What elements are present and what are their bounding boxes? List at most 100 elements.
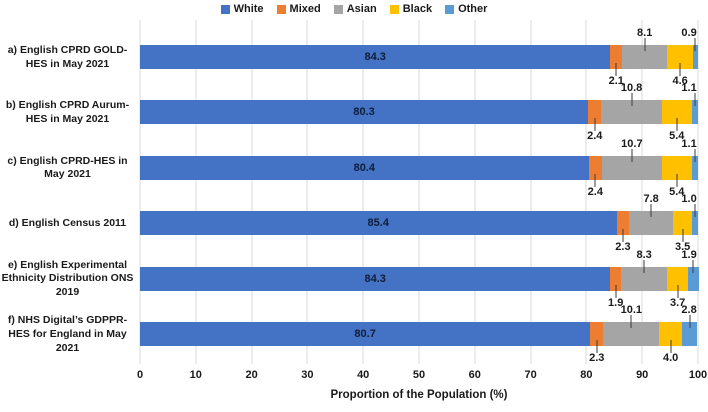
chart-row: f) NHS Digital’s GDPPR-HES for England i… [8, 304, 698, 364]
value-label: 2.1 [608, 75, 624, 87]
callout-line [615, 63, 617, 76]
bar-segment-mixed [588, 100, 602, 125]
x-tick-label: 30 [301, 369, 314, 381]
x-axis-title: Proportion of the Population (%) [330, 389, 508, 401]
value-label: 80.7 [354, 328, 376, 340]
value-label: 2.3 [615, 241, 631, 254]
legend-label: Mixed [289, 3, 321, 15]
value-label: 5.4 [669, 130, 685, 143]
value-label: 10.1 [620, 304, 643, 316]
callout-line [670, 340, 672, 353]
bar-segment-other [691, 100, 698, 125]
callout-line [594, 173, 596, 187]
gridline [251, 20, 253, 364]
bar-segment-other [692, 45, 698, 69]
value-label: 2.4 [587, 130, 603, 143]
category-label: b) English CPRD Aurum-HES in May 2021 [5, 99, 130, 126]
bar-segment-black [667, 266, 688, 291]
gridline [697, 20, 699, 364]
bar-track: 84.3 1.9 8.3 3.7 1.9 [140, 249, 699, 309]
x-tick-label: 20 [245, 369, 258, 381]
gridline [306, 20, 308, 364]
callout-line [630, 315, 632, 328]
bar-segment-white [140, 45, 611, 69]
callout-line [594, 118, 596, 132]
gridline [474, 20, 476, 364]
x-axis-ticks: 0 10 20 30 40 50 60 70 80 90 100 [136, 369, 707, 383]
legend-item: Black [389, 3, 433, 15]
x-tick-label: 90 [636, 369, 649, 381]
plot-area: a) English CPRD GOLD-HES in May 2021 84.3… [2, 20, 699, 364]
category-label: d) English Census 2011 [8, 217, 127, 230]
callout-line [631, 93, 633, 107]
legend-label: Asian [346, 3, 377, 15]
legend-label: Black [402, 3, 433, 15]
bar-segment-other [681, 322, 698, 346]
value-label: 5.4 [669, 185, 685, 198]
bar-segment-mixed [610, 266, 621, 291]
gridline [362, 20, 364, 364]
category-label: c) English CPRD-HES in May 2021 [7, 154, 128, 181]
callout-line [694, 93, 696, 107]
callout-line [679, 63, 681, 76]
legend-swatch-mixed-icon [276, 4, 286, 14]
legend-item: Asian [333, 3, 377, 15]
chart-row: c) English CPRD-HES in May 2021 80.4 2.4 10… [7, 138, 698, 198]
value-label: 10.7 [621, 137, 643, 150]
chart-row: e) English Experimental Ethnicity Distri… [2, 249, 699, 309]
callout-line [689, 315, 691, 328]
value-label: 1.1 [681, 137, 697, 150]
callout-line [644, 38, 646, 51]
value-label: 10.8 [620, 82, 643, 95]
x-tick-label: 0 [136, 369, 144, 381]
callout-line [694, 204, 696, 218]
gridline [195, 20, 197, 364]
x-tick-label: 70 [524, 369, 537, 381]
value-label: 7.8 [643, 193, 659, 206]
gridline [418, 20, 420, 364]
value-label: 4.0 [663, 352, 679, 364]
value-label: 2.4 [587, 185, 603, 198]
callout-line [692, 259, 694, 273]
callout-line [596, 340, 598, 353]
bar-segment-other [692, 211, 698, 236]
legend-label: Other [458, 3, 488, 15]
x-tick-label: 100 [688, 369, 708, 381]
value-label: 3.5 [674, 241, 691, 254]
value-label: 84.3 [364, 272, 386, 285]
bar-track: 80.4 2.4 10.7 5.4 1.1 [140, 138, 698, 198]
category-label: f) NHS Digital’s GDPPR-HES for England i… [7, 314, 128, 354]
x-tick-label: 80 [580, 369, 593, 381]
x-tick-label: 40 [357, 369, 370, 381]
bar-segment-other [691, 155, 698, 180]
gridline [641, 20, 643, 364]
callout-line [650, 204, 652, 218]
legend-swatch-other-icon [445, 4, 455, 14]
chart-legend: White Mixed Asian Black Other [0, 1, 708, 17]
bar-segment-other [687, 266, 699, 291]
value-label: 80.4 [353, 161, 376, 174]
bar-segment-white [140, 100, 589, 125]
gridline [139, 20, 141, 364]
value-label: 0.9 [681, 27, 697, 39]
bar-segment-black [672, 211, 693, 236]
legend-swatch-black-icon [389, 4, 399, 14]
value-label: 80.3 [353, 106, 375, 119]
bar-segment-white [140, 266, 611, 291]
callout-line [677, 284, 679, 298]
bar-segment-mixed [616, 211, 630, 236]
chart-row: d) English Census 2011 85.4 2.3 7.8 3.5 1.0 [9, 193, 698, 254]
value-label: 3.7 [669, 296, 686, 309]
callout-line [682, 229, 684, 243]
bar-segment-mixed [588, 155, 603, 180]
x-tick-label: 50 [412, 369, 426, 381]
callout-line [631, 148, 633, 162]
value-label: 1.9 [608, 296, 624, 309]
value-label: 85.4 [367, 217, 389, 230]
category-label: a) English CPRD GOLD-HES in May 2021 [7, 44, 128, 70]
legend-item: White [220, 3, 264, 15]
value-label: 8.1 [637, 27, 653, 39]
value-label: 84.3 [364, 51, 386, 63]
legend-swatch-white-icon [220, 4, 230, 14]
